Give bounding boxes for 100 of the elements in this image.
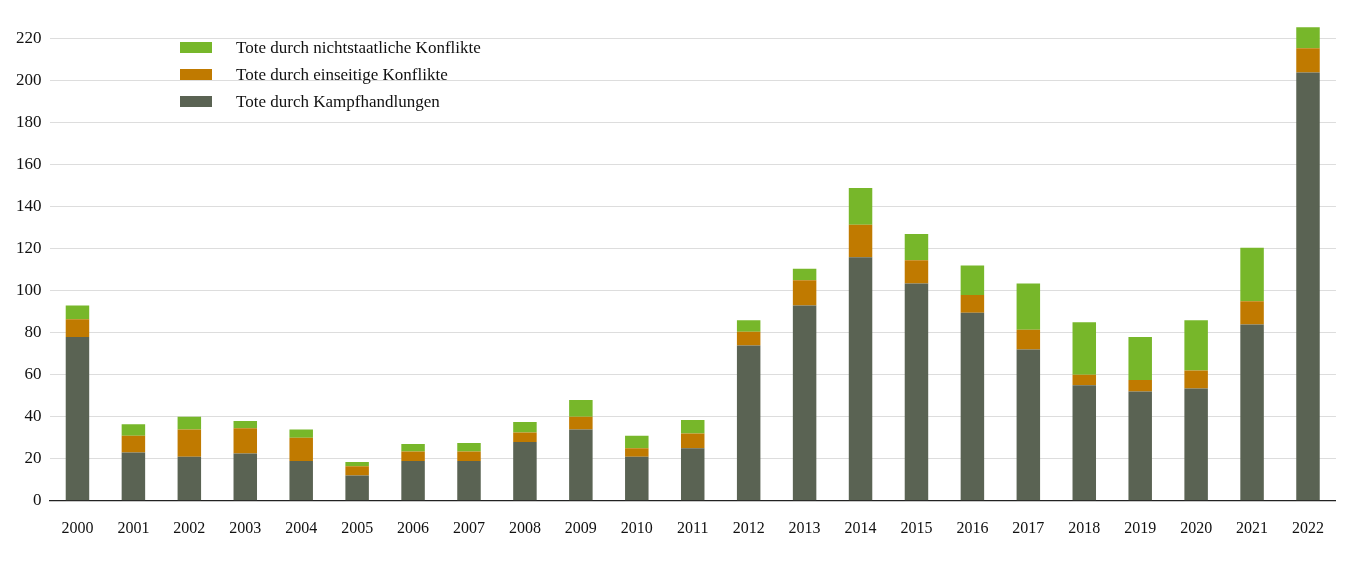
x-tick-label: 2020 (1180, 518, 1213, 536)
bar (848, 257, 873, 501)
bar (1240, 247, 1264, 302)
bar (233, 453, 258, 501)
bar (513, 442, 537, 501)
y-tick-label: 160 (16, 154, 42, 174)
y-tick-label: 140 (16, 196, 42, 216)
bar (401, 444, 425, 452)
legend-label: Tote durch Kampfhandlungen (236, 91, 440, 113)
y-tick-label: 100 (16, 280, 42, 300)
legend-label: Tote durch einseitige Konflikte (236, 64, 448, 86)
bar (121, 452, 146, 501)
bar (65, 305, 90, 320)
bar (121, 424, 146, 436)
bar (1128, 391, 1152, 501)
y-tick-label: 120 (16, 238, 42, 258)
y-tick-label: 0 (33, 490, 42, 510)
x-tick-label: 2001 (117, 518, 150, 536)
bar (1016, 349, 1041, 501)
bar (401, 460, 425, 501)
x-tick-label: 2014 (844, 518, 877, 536)
x-tick-label: 2005 (341, 518, 374, 536)
bar (457, 443, 481, 452)
bar (1184, 370, 1208, 389)
bar (1184, 320, 1208, 371)
y-tick-label: 200 (16, 70, 42, 90)
bar (680, 419, 705, 434)
bar (569, 429, 593, 501)
x-tick-label: 2002 (173, 518, 206, 536)
bar (625, 435, 649, 449)
bar (960, 265, 985, 295)
x-tick-label: 2015 (900, 518, 933, 536)
x-tick-label: 2012 (732, 518, 765, 536)
bar (513, 432, 537, 442)
bar (1296, 27, 1320, 49)
x-tick-label: 2017 (1012, 518, 1045, 536)
bar (177, 456, 202, 501)
bar (904, 260, 929, 284)
x-tick-label: 2000 (61, 518, 94, 536)
bar (569, 416, 593, 430)
bar (904, 283, 929, 501)
bar (1296, 48, 1320, 73)
y-tick-label: 220 (16, 28, 42, 48)
y-tick-label: 80 (24, 322, 42, 342)
bar (1240, 301, 1264, 325)
bar (1128, 337, 1152, 381)
x-tick-label: 2010 (620, 518, 653, 536)
bar (345, 466, 369, 476)
bar (121, 435, 146, 453)
bar (289, 460, 313, 501)
bar (177, 416, 202, 430)
bar (401, 451, 425, 461)
bar (289, 437, 313, 461)
x-tick-label: 2021 (1236, 518, 1269, 536)
bar (1184, 388, 1208, 501)
x-tick-label: 2006 (397, 518, 430, 536)
bar (1072, 385, 1097, 501)
x-tick-label: 2022 (1292, 518, 1324, 536)
bar (513, 422, 537, 433)
bar (792, 268, 817, 281)
bar (233, 421, 258, 429)
bar (233, 428, 258, 454)
bar (848, 224, 873, 258)
bar (65, 319, 90, 337)
y-tick-label: 20 (24, 448, 42, 468)
x-tick-label: 2004 (285, 518, 318, 536)
bar (1240, 324, 1264, 501)
bar (65, 337, 90, 501)
y-tick-label: 40 (24, 406, 42, 426)
bar (848, 187, 873, 225)
bar (1072, 322, 1097, 375)
x-tick-label: 2007 (453, 518, 485, 536)
bar (177, 429, 202, 457)
y-tick-label: 180 (16, 112, 42, 132)
bar (736, 345, 761, 501)
bar (1128, 380, 1152, 392)
bar (625, 456, 649, 501)
bar (457, 451, 481, 461)
x-tick-label: 2003 (229, 518, 262, 536)
bar (1072, 374, 1097, 386)
x-tick-label: 2008 (508, 518, 541, 536)
x-tick-label: 2019 (1124, 518, 1157, 536)
bar (736, 320, 761, 332)
x-tick-label: 2018 (1068, 518, 1101, 536)
bar (792, 280, 817, 306)
bar (680, 433, 705, 449)
x-tick-label: 2011 (677, 518, 709, 536)
x-tick-label: 2016 (956, 518, 989, 536)
bar (569, 400, 593, 417)
bar (1296, 72, 1320, 501)
bar (960, 295, 985, 313)
legend-label: Tote durch nichtstaatliche Konflikte (236, 37, 481, 59)
x-tick-label: 2009 (564, 518, 597, 536)
x-tick-label: 2013 (788, 518, 821, 536)
bar (1016, 329, 1041, 350)
bar (960, 312, 985, 501)
bar (736, 331, 761, 346)
bar (345, 461, 369, 467)
y-tick-label: 60 (24, 364, 42, 384)
bar (680, 448, 705, 501)
